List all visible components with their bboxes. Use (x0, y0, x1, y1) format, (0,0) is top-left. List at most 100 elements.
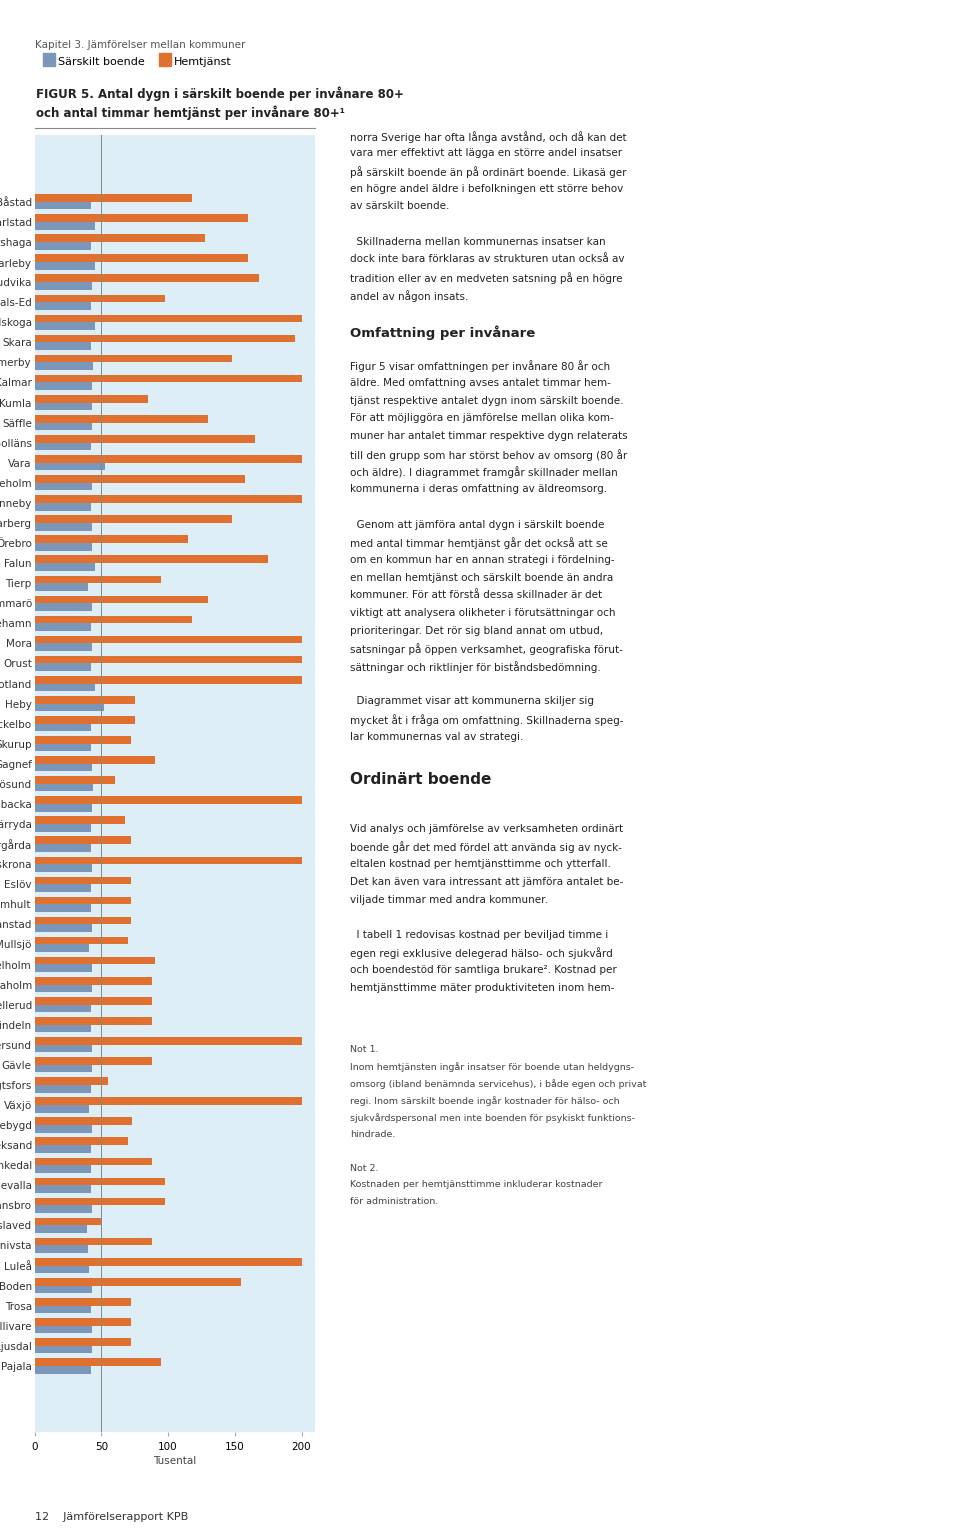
Bar (35, 583, 88, 590)
Bar (35, 644, 92, 652)
Bar (35, 656, 301, 664)
Bar (35, 1277, 242, 1285)
Text: hindrade.: hindrade. (350, 1130, 396, 1139)
Bar (35, 375, 301, 383)
Text: med antal timmar hemtjänst går det också att se: med antal timmar hemtjänst går det också… (350, 536, 608, 549)
Bar (35, 1077, 108, 1085)
Text: dock inte bara förklaras av strukturen utan också av: dock inte bara förklaras av strukturen u… (350, 254, 625, 264)
Bar (35, 1157, 152, 1165)
Text: Diagrammet visar att kommunerna skiljer sig: Diagrammet visar att kommunerna skiljer … (350, 696, 594, 707)
Bar (35, 876, 131, 884)
Bar (35, 1257, 301, 1265)
Bar (35, 603, 92, 610)
Bar (35, 1145, 90, 1153)
Text: på särskilt boende än på ordinärt boende. Likasä ger: på särskilt boende än på ordinärt boende… (350, 166, 627, 178)
Bar (35, 896, 131, 904)
Bar (35, 455, 301, 463)
Text: vara mer effektivt att lägga en större andel insatser: vara mer effektivt att lägga en större a… (350, 148, 622, 158)
Bar (35, 1165, 90, 1173)
Bar (35, 194, 192, 201)
Text: lar kommunernas val av strategi.: lar kommunernas val av strategi. (350, 732, 524, 742)
Bar (35, 261, 95, 269)
Bar (35, 784, 93, 792)
Text: Kapitel 3. Jämförelser mellan kommuner: Kapitel 3. Jämförelser mellan kommuner (35, 40, 245, 51)
Text: äldre. Med omfattning avses antalet timmar hem-: äldre. Med omfattning avses antalet timm… (350, 378, 612, 389)
Bar (35, 958, 155, 965)
Bar (35, 403, 92, 410)
Bar (35, 676, 301, 684)
Bar (35, 214, 248, 221)
Bar (35, 515, 232, 523)
Bar (35, 1057, 152, 1065)
Bar (35, 1306, 90, 1313)
Bar (35, 355, 232, 363)
Bar (35, 395, 148, 403)
Bar (35, 1117, 132, 1125)
Bar (35, 696, 134, 704)
Text: tjänst respektive antalet dygn inom särskilt boende.: tjänst respektive antalet dygn inom särs… (350, 395, 624, 406)
Text: tradition eller av en medveten satsning på en högre: tradition eller av en medveten satsning … (350, 272, 623, 284)
Text: och boendestöd för samtliga brukare². Kostnad per: och boendestöd för samtliga brukare². Ko… (350, 965, 617, 976)
Bar (35, 1326, 92, 1334)
Text: eltalen kostnad per hemtjänsttimme och ytterfall.: eltalen kostnad per hemtjänsttimme och y… (350, 859, 612, 870)
Bar (35, 201, 90, 209)
Bar (35, 596, 208, 603)
Bar (35, 616, 192, 624)
Text: omsorg (ibland benämnda servicehus), i både egen och privat: omsorg (ibland benämnda servicehus), i b… (350, 1079, 647, 1088)
Bar (35, 295, 165, 303)
Bar (35, 563, 95, 570)
Text: sjukvårdspersonal men inte boenden för psykiskt funktions-: sjukvårdspersonal men inte boenden för p… (350, 1113, 636, 1122)
Text: I tabell 1 redovisas kostnad per beviljad timme i: I tabell 1 redovisas kostnad per bevilja… (350, 930, 609, 941)
Bar (35, 283, 92, 290)
Text: Ordinärt boende: Ordinärt boende (350, 772, 492, 787)
Bar (35, 241, 90, 249)
Bar (35, 1105, 89, 1113)
Bar (35, 383, 92, 390)
Bar (35, 1065, 92, 1073)
Bar (35, 636, 301, 644)
Legend: Särskilt boende, Hemtjänst: Särskilt boende, Hemtjänst (43, 57, 232, 68)
Text: av särskilt boende.: av särskilt boende. (350, 201, 450, 212)
Bar (35, 275, 259, 283)
Text: Det kan även vara intressant att jämföra antalet be-: Det kan även vara intressant att jämföra… (350, 876, 624, 887)
Bar (35, 736, 131, 744)
Text: en högre andel äldre i befolkningen ett större behov: en högre andel äldre i befolkningen ett … (350, 183, 624, 194)
Bar (35, 1265, 89, 1273)
Bar (35, 475, 246, 483)
Text: Not 2.: Not 2. (350, 1164, 379, 1173)
Text: FIGUR 5. Antal dygn i särskilt boende per invånare 80+: FIGUR 5. Antal dygn i särskilt boende pe… (36, 88, 404, 101)
Bar (35, 363, 93, 370)
Bar (35, 415, 208, 423)
Bar (35, 1197, 165, 1205)
Bar (35, 704, 104, 712)
Bar (35, 965, 92, 971)
Bar (35, 1017, 152, 1025)
Bar (35, 423, 92, 430)
Text: viktigt att analysera olikheter i förutsättningar och: viktigt att analysera olikheter i föruts… (350, 607, 616, 618)
Bar (35, 796, 301, 804)
Bar (35, 1045, 92, 1053)
Bar (35, 443, 90, 450)
Text: en mellan hemtjänst och särskilt boende än andra: en mellan hemtjänst och särskilt boende … (350, 572, 613, 583)
Text: för administration.: för administration. (350, 1197, 439, 1207)
X-axis label: Tusental: Tusental (153, 1456, 197, 1466)
Bar (35, 575, 161, 583)
Bar (35, 1177, 165, 1185)
Bar (35, 856, 301, 864)
Bar (35, 884, 90, 891)
Bar (35, 864, 92, 871)
Bar (35, 924, 92, 931)
Bar (35, 1245, 88, 1253)
Bar (35, 904, 90, 911)
Bar (35, 1025, 90, 1033)
Text: och antal timmar hemtjänst per invånare 80+¹: och antal timmar hemtjänst per invånare … (36, 106, 346, 120)
Text: till den grupp som har störst behov av omsorg (80 år: till den grupp som har störst behov av o… (350, 449, 628, 461)
Bar (35, 1237, 152, 1245)
Bar (35, 483, 92, 490)
Bar (35, 1097, 301, 1105)
Text: boende går det med fördel att använda sig av nyck-: boende går det med fördel att använda si… (350, 841, 622, 853)
Text: och äldre). I diagrammet framgår skillnader mellan: och äldre). I diagrammet framgår skillna… (350, 466, 618, 478)
Bar (35, 936, 128, 944)
Bar (35, 744, 90, 752)
Bar (35, 1217, 102, 1225)
